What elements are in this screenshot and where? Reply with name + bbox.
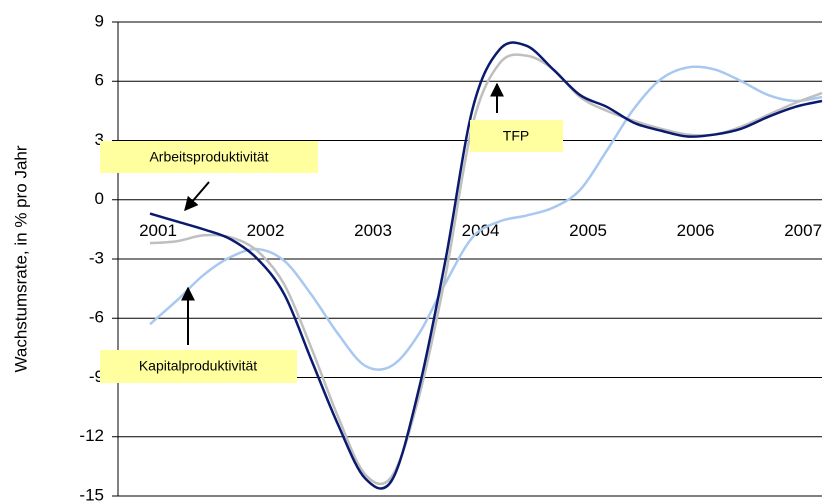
- y-tick-label: -6: [89, 308, 104, 327]
- y-tick-label: -12: [79, 426, 104, 445]
- x-tick-label: 2006: [677, 221, 715, 240]
- annotation: Arbeitsproduktivität: [149, 149, 268, 165]
- annotation: Kapitalproduktivität: [139, 358, 257, 374]
- y-tick-label: -3: [89, 248, 104, 267]
- arrow: [184, 181, 210, 212]
- annotation: TFP: [503, 128, 529, 144]
- x-tick-label: 2005: [569, 221, 607, 240]
- x-tick-label: 2003: [354, 221, 392, 240]
- note-box: [470, 120, 563, 152]
- x-tick-label: 2002: [247, 221, 285, 240]
- y-axis-label: Wachstumsrate, in % pro Jahr: [11, 145, 30, 372]
- line-series: [149, 65, 823, 371]
- y-tick-label: 0: [95, 189, 104, 208]
- y-tick-label: 9: [95, 11, 104, 30]
- y-tick-label: 3: [95, 130, 104, 149]
- y-tick-label: 6: [95, 71, 104, 90]
- line-series: [149, 41, 823, 490]
- y-tick-label: -15: [79, 485, 104, 504]
- note-box: [100, 350, 297, 383]
- x-tick-label: 2001: [139, 221, 177, 240]
- x-tick-label: 2007: [784, 221, 822, 240]
- line-series: [149, 53, 823, 486]
- note-box: [100, 141, 318, 173]
